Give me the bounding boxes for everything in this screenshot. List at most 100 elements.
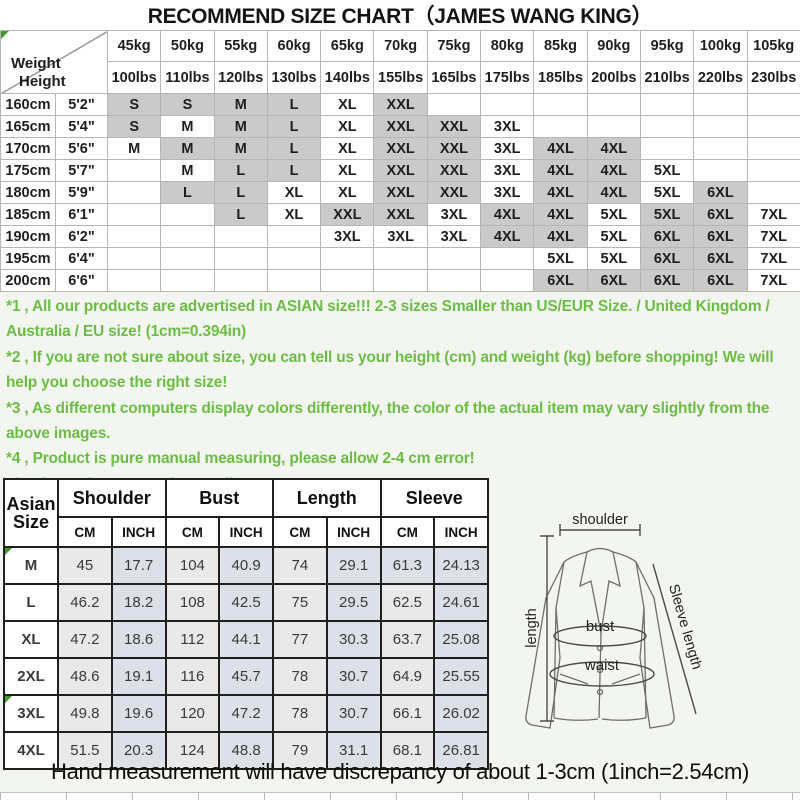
notes-block: *1 , All our products are advertised in … — [0, 292, 800, 497]
measure-value-cell: 75 — [272, 583, 328, 622]
table-row: 200cm 6'6" 6XL 6XL 6XL 6XL 7XL — [0, 269, 800, 292]
size-label-cell: 4XL — [3, 731, 59, 770]
table-row: 165cm 5'4" S M M L XL XXL XXL 3XL — [0, 115, 800, 138]
size-cell: M — [106, 137, 162, 160]
measure-value-cell: 51.5 — [57, 731, 113, 770]
size-cell: 4XL — [480, 225, 535, 248]
size-cell — [373, 269, 428, 292]
height-cm-cell: 175cm — [0, 159, 56, 182]
size-cell: L — [160, 181, 215, 204]
size-cell — [426, 247, 482, 270]
green-corner-marker — [1, 31, 9, 39]
kg-header: 70kg — [373, 30, 428, 62]
right-sleeve — [635, 561, 675, 729]
sleeve-group-header: Sleeve — [379, 478, 490, 518]
size-cell — [106, 181, 162, 204]
bust-label: bust — [586, 618, 615, 635]
size-cell: XXL — [373, 159, 428, 182]
note-line-4: *4 , Product is pure manual measuring, p… — [6, 450, 475, 468]
kg-header: 80kg — [480, 30, 535, 62]
size-cell: 5XL — [586, 247, 641, 270]
measure-value-cell: 26.81 — [433, 731, 490, 770]
table-row: 160cm 5'2" S S M L XL XXL — [0, 93, 800, 116]
lbs-header: 100lbs — [106, 61, 162, 94]
kg-header: 45kg — [106, 30, 162, 62]
size-cell: 5XL — [639, 203, 695, 226]
size-cell — [746, 115, 800, 138]
waist-label: waist — [584, 657, 620, 674]
size-cell: 3XL — [480, 137, 535, 160]
size-cell: 3XL — [320, 225, 375, 248]
height-ft-cell: 5'2" — [55, 93, 108, 116]
size-cell — [746, 93, 800, 116]
size-cell: XL — [320, 159, 375, 182]
size-cell: 3XL — [426, 225, 482, 248]
table-row: 2XL 48.6 19.1 116 45.7 78 30.7 64.9 25.5… — [3, 657, 490, 696]
measure-value-cell: 112 — [164, 620, 221, 659]
lbs-header: 165lbs — [426, 61, 482, 94]
size-cell — [586, 93, 641, 116]
size-cell — [106, 247, 162, 270]
size-cell: 3XL — [480, 115, 535, 138]
size-cell: 7XL — [746, 247, 800, 270]
size-cell: XL — [320, 115, 375, 138]
size-cell: L — [266, 159, 322, 182]
cm-header: CM — [379, 516, 436, 548]
length-label: length — [524, 608, 540, 648]
size-cell: XXL — [426, 181, 482, 204]
size-cell — [639, 93, 695, 116]
cm-header: CM — [272, 516, 328, 548]
measure-value-cell: 18.2 — [110, 583, 167, 622]
lbs-header: 155lbs — [373, 61, 428, 94]
kg-header: 60kg — [266, 30, 322, 62]
size-cell: M — [213, 137, 268, 160]
measure-value-cell: 30.3 — [325, 620, 382, 659]
size-cell: XL — [320, 93, 375, 116]
height-ft-cell: 5'4" — [55, 115, 108, 138]
size-cell — [586, 115, 641, 138]
pocket-lines — [559, 673, 641, 685]
size-cell — [693, 93, 748, 116]
size-cell — [106, 269, 162, 292]
size-cell — [106, 225, 162, 248]
size-cell — [426, 269, 482, 292]
size-cell — [639, 115, 695, 138]
right-lapel — [600, 551, 621, 634]
height-ft-cell: 6'4" — [55, 247, 108, 270]
height-cm-cell: 180cm — [0, 181, 56, 204]
size-cell: 5XL — [639, 181, 695, 204]
size-cell: S — [106, 115, 162, 138]
size-cell — [320, 247, 375, 270]
kg-header: 90kg — [586, 30, 641, 62]
size-cell: 6XL — [693, 181, 748, 204]
measure-value-cell: 24.61 — [433, 583, 490, 622]
measure-value-cell: 108 — [164, 583, 221, 622]
size-cell — [533, 115, 588, 138]
note-line-3: *3 , As different computers display colo… — [6, 399, 770, 443]
green-corner-marker — [6, 549, 12, 555]
measure-value-cell: 74 — [272, 546, 328, 585]
measure-value-cell: 61.3 — [379, 546, 436, 585]
page-title: RECOMMEND SIZE CHART（JAMES WANG KING） — [147, 5, 653, 28]
measure-value-cell: 78 — [272, 657, 328, 696]
size-cell: 3XL — [480, 159, 535, 182]
size-cell — [480, 269, 535, 292]
size-cell: XL — [266, 203, 322, 226]
size-cell: XXL — [426, 115, 482, 138]
size-cell: M — [160, 115, 215, 138]
size-cell: M — [213, 115, 268, 138]
size-cell: XL — [266, 181, 322, 204]
size-cell: 6XL — [639, 269, 695, 292]
size-cell: 6XL — [693, 269, 748, 292]
lbs-header: 110lbs — [160, 61, 215, 94]
measure-value-cell: 26.02 — [433, 694, 490, 733]
table-row: 175cm 5'7" M L L XL XXL XXL 3XL 4XL 4XL … — [0, 159, 800, 182]
kg-header: 50kg — [160, 30, 215, 62]
shoulder-measure-line — [559, 524, 641, 536]
size-cell: XXL — [373, 181, 428, 204]
size-cell — [106, 159, 162, 182]
height-ft-cell: 5'6" — [55, 137, 108, 160]
size-cell — [266, 225, 322, 248]
measure-value-cell: 24.13 — [433, 546, 490, 585]
lbs-header: 185lbs — [533, 61, 588, 94]
